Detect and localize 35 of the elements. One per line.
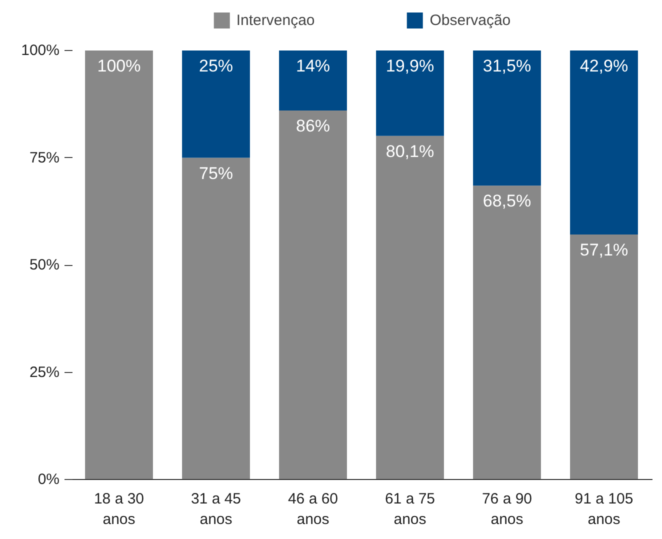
data-label: 19,9% [386, 56, 434, 76]
data-label: 80,1% [386, 142, 434, 161]
bar [279, 110, 347, 480]
y-tick-label: 0% [38, 471, 60, 488]
data-label: 14% [296, 56, 330, 76]
data-label: 31,5% [482, 56, 532, 76]
data-label: 86% [296, 116, 330, 136]
bar [279, 50, 347, 111]
bar [85, 50, 153, 480]
data-label: 57,1% [580, 240, 628, 260]
bar [376, 50, 444, 136]
data-label: 42,9% [580, 56, 628, 76]
bar [473, 186, 541, 480]
data-label: 25% [198, 56, 234, 76]
x-tick-label: 91 a 105 anos [574, 490, 634, 528]
bar [570, 234, 638, 480]
y-tick-label: 75% [29, 149, 60, 166]
x-tick-label: 76 a 90 anos [482, 490, 532, 528]
data-label: 75% [198, 164, 234, 183]
x-tick-label: 61 a 75 anos [384, 490, 436, 528]
x-tick-label: 18 a 30 anos [94, 490, 144, 528]
data-label: 68,5% [482, 192, 532, 211]
y-tick-label: 25% [29, 364, 60, 381]
bar [570, 50, 638, 235]
legend-label: Observação [430, 12, 511, 28]
bar [473, 50, 541, 186]
x-tick-label: 46 a 60 anos [288, 490, 338, 528]
bar [376, 136, 444, 480]
x-tick-label: 31 a 45 anos [190, 490, 242, 528]
data-label: 100% [97, 56, 141, 76]
bar [182, 158, 250, 480]
y-tick-label: 50% [29, 256, 60, 274]
bar [182, 50, 250, 158]
y-tick-label: 100% [21, 42, 60, 59]
legend-label: Intervençao [236, 12, 315, 28]
